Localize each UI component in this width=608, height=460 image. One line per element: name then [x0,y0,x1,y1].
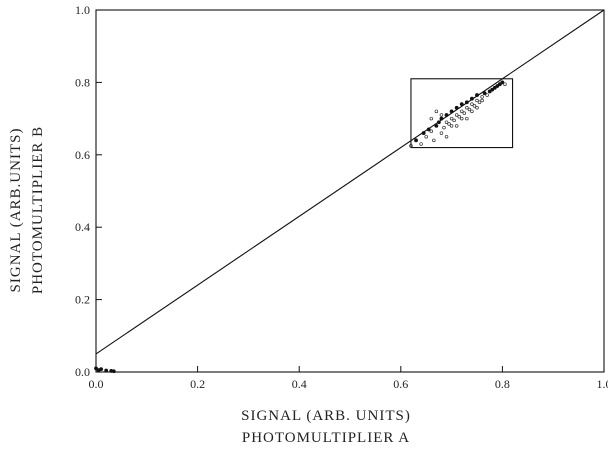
highlight-box [410,78,514,149]
data-point [465,105,469,110]
data-point [432,138,436,143]
data-point [439,113,444,117]
data-point [500,80,505,85]
data-point [462,111,467,115]
data-point [414,138,418,143]
data-point [467,107,472,112]
data-point [449,116,454,121]
data-point [436,120,441,125]
y-tick-label: 1.0 [75,3,90,17]
origin-data-point [99,367,103,372]
data-point [492,85,497,90]
data-point [429,129,434,134]
axis-ticks [95,9,605,373]
y-tick-label: 0.6 [75,148,90,162]
data-point [480,95,484,99]
data-point [449,109,454,114]
data-point [472,104,477,108]
data-point [444,113,449,117]
data-point [503,82,507,86]
data-point [470,109,474,114]
data-point [439,131,444,135]
data-point [434,109,439,114]
data-point [426,127,431,132]
data-point [475,105,479,110]
fit-line [95,9,605,355]
data-point [464,100,469,105]
data-point [421,131,426,135]
data-point [444,134,449,139]
data-point [454,105,459,110]
data-point [495,84,500,88]
x-tick-label: 0.2 [190,377,205,391]
data-point [460,116,464,121]
data-point [475,98,479,103]
data-points [94,80,507,374]
data-point [424,134,428,139]
y-tick-label: 0.0 [75,365,90,379]
data-point [454,113,459,117]
data-point [480,98,484,103]
data-point [497,82,502,87]
x-tick-label: 0.8 [495,377,510,391]
data-point [444,120,449,124]
data-point [439,116,444,121]
x-axis-title-line1: SIGNAL (ARB. UNITS) [241,408,411,424]
origin-data-point [94,366,98,371]
x-tick-label: 0.6 [393,377,408,391]
y-axis-title-line2: PHOTOMULTIPLIER B [30,126,46,294]
plot-border [95,9,605,373]
y-tick-label: 0.2 [75,293,90,307]
data-point [475,93,479,97]
data-point [465,116,469,121]
data-point [487,89,492,94]
highlight-box-layer [410,78,514,149]
data-point [482,91,487,96]
data-point [457,115,461,119]
y-axis-title-line1: SIGNAL (ARB.UNITS) [8,128,24,293]
origin-data-point [111,369,116,374]
x-tick-labels: 0.0 0.2 0.4 0.6 0.8 1.0 [89,377,608,391]
data-point [429,116,434,121]
data-point [434,123,439,128]
y-tick-label: 0.8 [75,75,90,89]
plot-frame [95,9,605,373]
data-point [459,102,464,107]
data-point [490,87,495,92]
data-point [460,109,464,114]
data-point [447,122,451,126]
data-point [409,144,413,148]
y-tick-label: 0.4 [75,220,90,234]
origin-data-point [104,368,109,373]
data-point [452,118,456,123]
y-tick-labels: 0.0 0.2 0.4 0.6 0.8 1.0 [75,3,90,379]
x-tick-label: 0.4 [292,377,307,391]
fit-line-layer [95,9,605,355]
x-tick-label: 0.0 [89,377,104,391]
data-point [477,100,482,105]
x-axis-title-line2: PHOTOMULTIPLIER A [242,430,410,446]
data-point [449,124,454,128]
data-point [470,96,474,101]
x-tick-label: 1.0 [597,377,608,391]
data-point [470,102,474,106]
data-point [454,124,459,128]
data-point [442,125,446,130]
data-point [485,93,489,97]
data-point [419,142,423,146]
